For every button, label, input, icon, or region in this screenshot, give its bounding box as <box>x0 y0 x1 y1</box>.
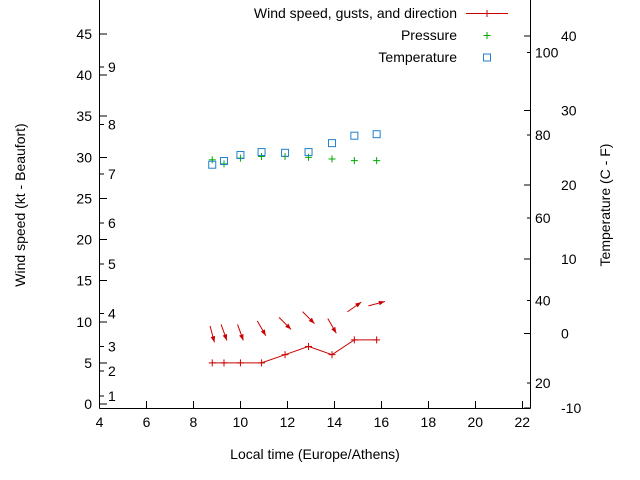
svg-text:25: 25 <box>76 190 92 206</box>
svg-text:40: 40 <box>76 67 92 83</box>
svg-text:8: 8 <box>108 116 116 132</box>
series-pressure-on-kt-scale <box>208 153 381 168</box>
series-temperature-c <box>208 130 381 169</box>
svg-text:40: 40 <box>561 28 577 44</box>
series-wind-speed-kt <box>208 336 381 367</box>
y-left-axis-title: Wind speed (kt - Beaufort) <box>12 123 28 286</box>
svg-text:0: 0 <box>84 396 92 412</box>
svg-text:0: 0 <box>561 326 569 342</box>
legend-label-wind: Wind speed, gusts, and direction <box>254 5 457 21</box>
legend-samples <box>466 10 508 62</box>
svg-text:16: 16 <box>374 414 390 430</box>
legend-label-pressure: Pressure <box>401 27 457 43</box>
svg-text:20: 20 <box>76 232 92 248</box>
svg-text:15: 15 <box>76 273 92 289</box>
svg-text:20: 20 <box>468 414 484 430</box>
svg-text:22: 22 <box>514 414 530 430</box>
svg-text:6: 6 <box>143 414 151 430</box>
legend-label-temperature: Temperature <box>378 49 457 65</box>
svg-text:20: 20 <box>535 375 551 391</box>
svg-text:10: 10 <box>233 414 249 430</box>
svg-text:6: 6 <box>108 215 116 231</box>
svg-text:30: 30 <box>561 102 577 118</box>
svg-text:35: 35 <box>76 108 92 124</box>
svg-text:5: 5 <box>84 355 92 371</box>
svg-text:-10: -10 <box>561 400 581 416</box>
svg-text:2: 2 <box>108 363 116 379</box>
svg-text:14: 14 <box>327 414 343 430</box>
svg-text:8: 8 <box>190 414 198 430</box>
svg-text:40: 40 <box>535 293 551 309</box>
svg-text:10: 10 <box>76 314 92 330</box>
axes <box>99 0 531 409</box>
svg-text:1: 1 <box>108 388 116 404</box>
y-right-axis-title: Temperature (C - F) <box>597 144 613 267</box>
svg-text:9: 9 <box>108 59 116 75</box>
chart-render-target: 051015202530354045123456789-100102030402… <box>76 0 581 430</box>
svg-text:60: 60 <box>535 210 551 226</box>
svg-text:12: 12 <box>280 414 296 430</box>
svg-text:4: 4 <box>108 306 116 322</box>
svg-text:10: 10 <box>561 251 577 267</box>
series-gusts-direction-kt <box>209 300 385 343</box>
svg-text:45: 45 <box>76 26 92 42</box>
svg-text:30: 30 <box>76 149 92 165</box>
svg-text:5: 5 <box>108 256 116 272</box>
svg-text:7: 7 <box>108 166 116 182</box>
svg-text:18: 18 <box>421 414 437 430</box>
svg-text:4: 4 <box>96 414 104 430</box>
svg-text:100: 100 <box>535 45 559 61</box>
svg-text:3: 3 <box>108 338 116 354</box>
x-axis-title: Local time (Europe/Athens) <box>230 446 400 462</box>
svg-text:20: 20 <box>561 177 577 193</box>
svg-text:80: 80 <box>535 127 551 143</box>
